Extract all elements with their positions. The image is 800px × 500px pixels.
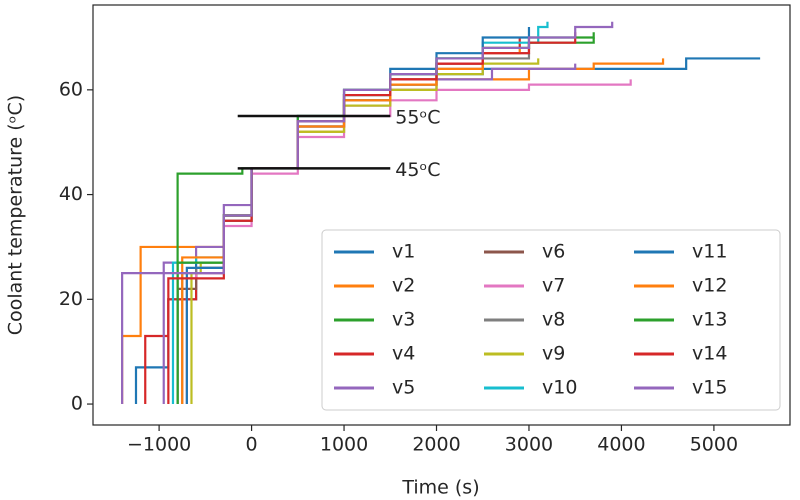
x-tick-label: 2000 — [412, 434, 460, 456]
x-tick-label: 0 — [246, 434, 258, 456]
y-axis-label: Coolant temperature (ᵒC) — [5, 95, 27, 335]
y-tick-label: 20 — [59, 288, 83, 310]
series-line — [167, 32, 577, 405]
legend-label: v10 — [542, 377, 577, 399]
series-line — [162, 21, 614, 405]
legend: v1 v2 v3 v4 v5 v6 v7 v8 v9 v10 v11 v12 v13 v14 v15 — [321, 229, 781, 411]
annotation-label: 45ᵒC — [395, 159, 440, 181]
legend-label: v11 — [692, 241, 727, 263]
x-axis-label: Time (s) — [401, 477, 479, 499]
x-tick-label: 3000 — [505, 434, 553, 456]
legend-label: v13 — [692, 309, 727, 331]
legend-label: v3 — [392, 309, 415, 331]
y-tick-label: 40 — [59, 183, 83, 205]
legend-label: v2 — [392, 275, 415, 297]
x-tick-label: −1000 — [127, 434, 191, 456]
x-tick-label: 4000 — [597, 434, 645, 456]
legend-label: v4 — [392, 343, 415, 365]
legend-label: v12 — [692, 275, 727, 297]
legend-label: v7 — [542, 275, 565, 297]
legend-label: v6 — [542, 241, 565, 263]
legend-box — [321, 229, 781, 411]
legend-label: v15 — [692, 377, 727, 399]
x-tick-label: 1000 — [320, 434, 368, 456]
legend-label: v1 — [392, 241, 415, 263]
y-tick-label: 60 — [59, 78, 83, 100]
legend-label: v14 — [692, 343, 727, 365]
plot-frame — [92, 4, 791, 426]
x-tick-label: 5000 — [690, 434, 738, 456]
legend-label: v5 — [392, 377, 415, 399]
annotation-label: 55ᵒC — [395, 107, 440, 129]
legend-label: v9 — [542, 343, 565, 365]
legend-label: v8 — [542, 309, 565, 331]
y-tick-label: 0 — [71, 393, 83, 415]
